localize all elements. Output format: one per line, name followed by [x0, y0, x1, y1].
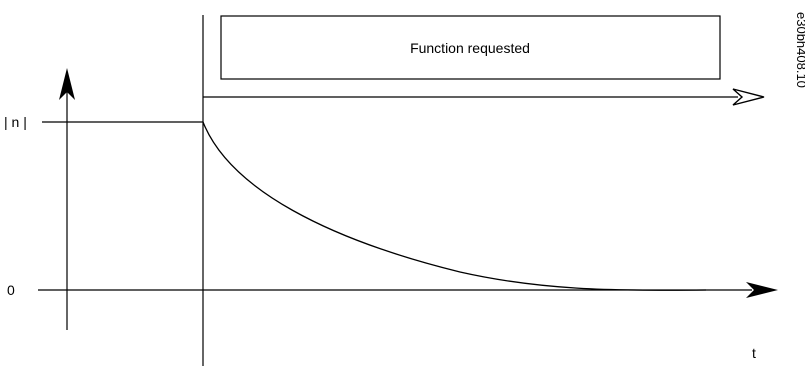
- function-requested-label: Function requested: [410, 40, 530, 56]
- speed-decay-curve: [202, 121, 707, 291]
- y-axis-label: | n |: [4, 114, 27, 130]
- timeline-open-arrowhead: [732, 88, 765, 106]
- y-axis-arrowhead: [59, 68, 75, 100]
- x-axis-label: t: [752, 345, 756, 361]
- figure-code-label: e30bh408.10: [794, 12, 805, 88]
- x-axis-arrowhead: [746, 282, 778, 298]
- function-requested-box: [220, 15, 721, 80]
- zero-label: 0: [7, 282, 15, 298]
